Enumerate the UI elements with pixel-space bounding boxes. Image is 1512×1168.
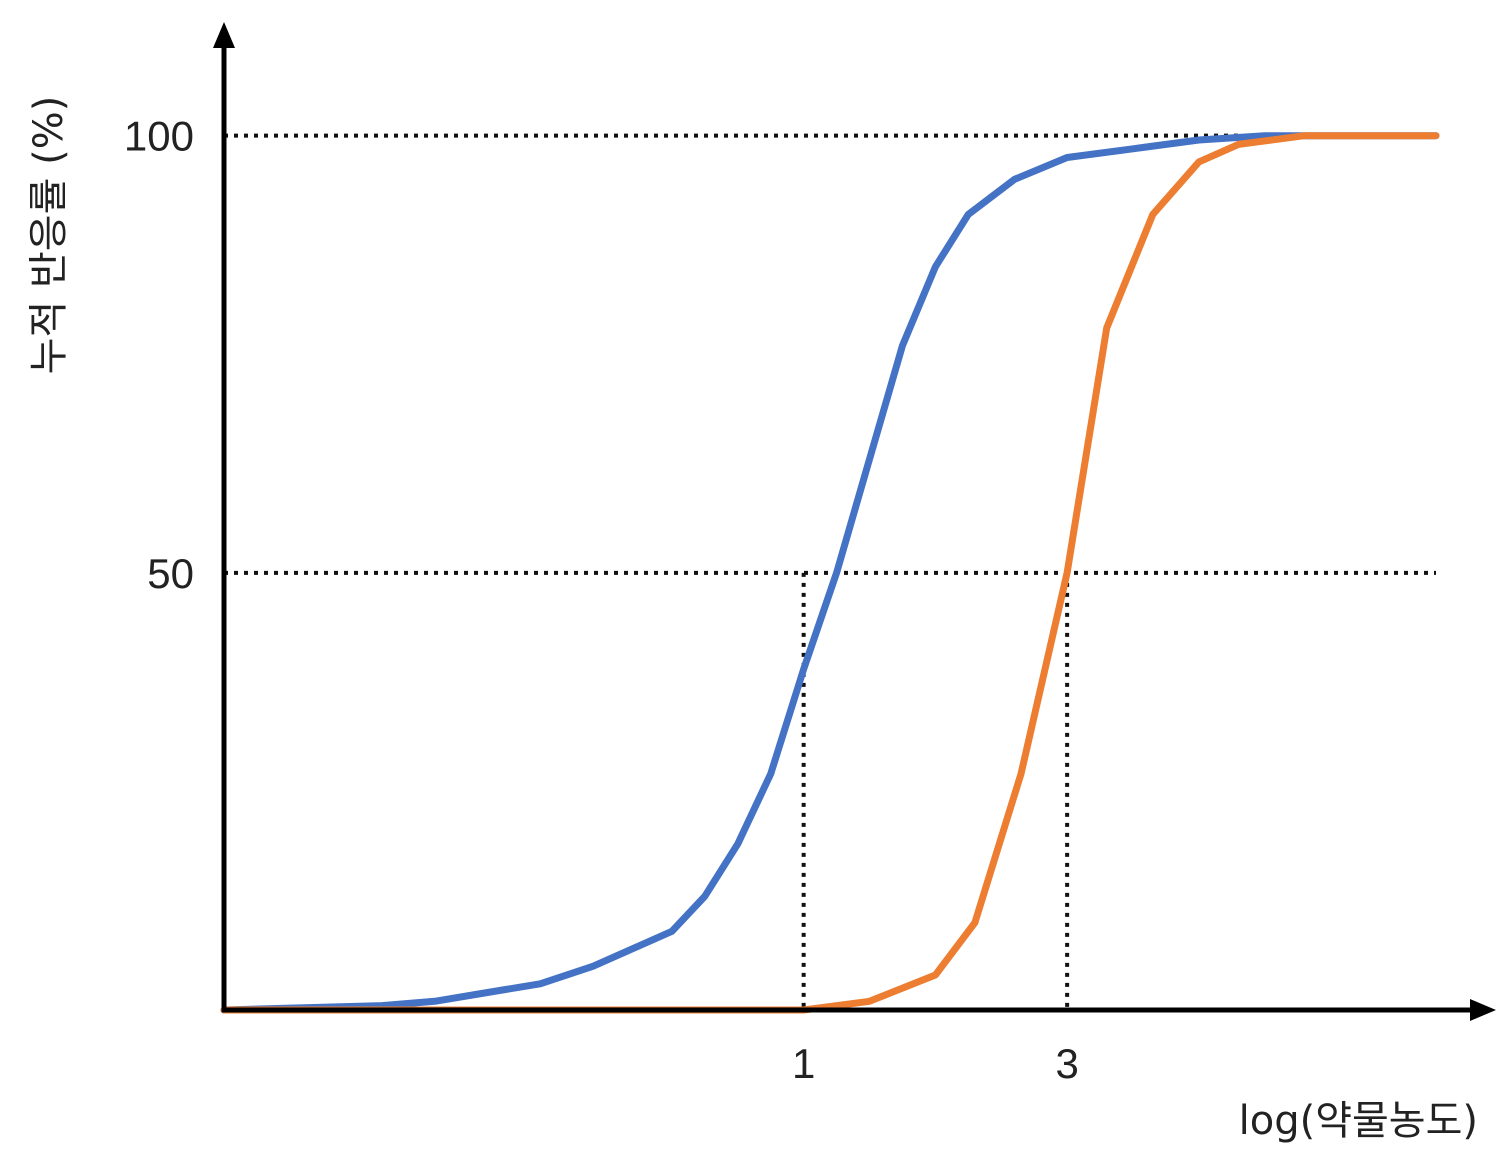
series-line-1	[220, 132, 1440, 1014]
y-axis-label: 누적 반응률 (%)	[26, 96, 72, 375]
tick-labels: 50 100 1 3	[124, 113, 1079, 1087]
y-tick-label: 100	[124, 113, 194, 160]
x-axis-arrow	[1470, 999, 1496, 1021]
axes	[213, 22, 1496, 1021]
x-tick-label: 1	[792, 1040, 815, 1087]
x-tick-label: 3	[1055, 1040, 1078, 1087]
x-axis-label: log(약물농도)	[1239, 1098, 1478, 1144]
y-tick-label: 50	[147, 550, 194, 597]
y-axis-arrow	[213, 22, 235, 48]
reference-lines	[224, 133, 1436, 1010]
